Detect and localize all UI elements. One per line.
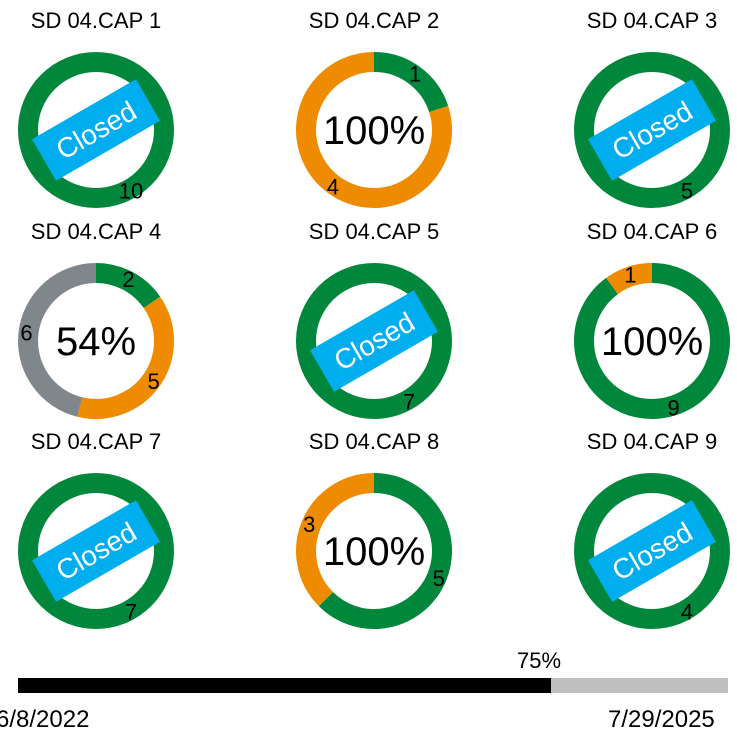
closed-stamp-background [310,290,438,392]
center-percent-label: 100% [323,530,425,574]
segment-value-label: 1 [409,61,421,86]
center-percent-label: 100% [601,320,703,364]
progress-percent-label: 75% [517,648,562,673]
donut-segment [296,52,452,208]
donut-chart-2: SD 04.CAP 2 1 4 100% [296,8,452,208]
chart-title: SD 04.CAP 1 [31,8,161,33]
donut-segment [318,473,452,629]
chart-title: SD 04.CAP 2 [309,8,439,33]
segment-value-label: 7 [403,390,415,415]
segment-value-label: 1 [624,262,636,287]
closed-stamp-background [32,79,160,181]
center-percent-label: 54% [56,320,136,364]
closed-stamp-background [32,500,160,602]
progress-start-date: 6/8/2022 [0,706,90,733]
closed-stamp: Closed [588,500,716,602]
donut-chart-4: SD 04.CAP 4 2 5 6 54% [18,219,174,419]
donut-segment [77,296,174,419]
donut-segment [574,473,730,629]
chart-title: SD 04.CAP 8 [309,429,439,454]
segment-value-label: 6 [20,321,32,346]
segment-value-label: 5 [147,369,159,394]
chart-title: SD 04.CAP 5 [309,219,439,244]
donut-segment [18,52,174,208]
center-percent-label: 100% [323,109,425,153]
progress-end-date: 7/29/2025 [608,706,715,733]
closed-stamp: Closed [32,79,160,181]
donut-segment [18,473,174,629]
closed-stamp: Closed [310,290,438,392]
donut-segment [574,263,730,419]
segment-value-label: 3 [303,512,315,537]
closed-stamp: Closed [588,79,716,181]
segment-value-label: 10 [119,179,143,204]
closed-stamp-background [588,500,716,602]
donut-chart-8: SD 04.CAP 8 5 3 100% [296,429,452,629]
chart-title: SD 04.CAP 7 [31,429,161,454]
donut-segment [606,263,653,295]
chart-title: SD 04.CAP 3 [587,8,717,33]
segment-value-label: 4 [681,600,693,625]
donut-chart-6: SD 04.CAP 6 9 1 100% [574,219,730,421]
donut-segment [296,263,452,419]
progress-track [18,678,728,693]
chart-title: SD 04.CAP 9 [587,429,717,454]
segment-value-label: 9 [667,396,679,421]
segment-value-label: 5 [681,179,693,204]
segment-value-label: 2 [122,267,134,292]
progress-fill [18,678,551,693]
donut-segment [373,52,449,113]
segment-value-label: 4 [327,175,339,200]
segment-value-label: 5 [433,566,445,591]
donut-segment [95,263,161,309]
segment-value-label: 7 [125,600,137,625]
chart-title: SD 04.CAP 4 [31,219,161,244]
closed-stamp: Closed [32,500,160,602]
chart-title: SD 04.CAP 6 [587,219,717,244]
donut-segment [296,473,375,607]
donut-segment [574,52,730,208]
closed-stamp-background [588,79,716,181]
donut-segment [18,263,97,417]
